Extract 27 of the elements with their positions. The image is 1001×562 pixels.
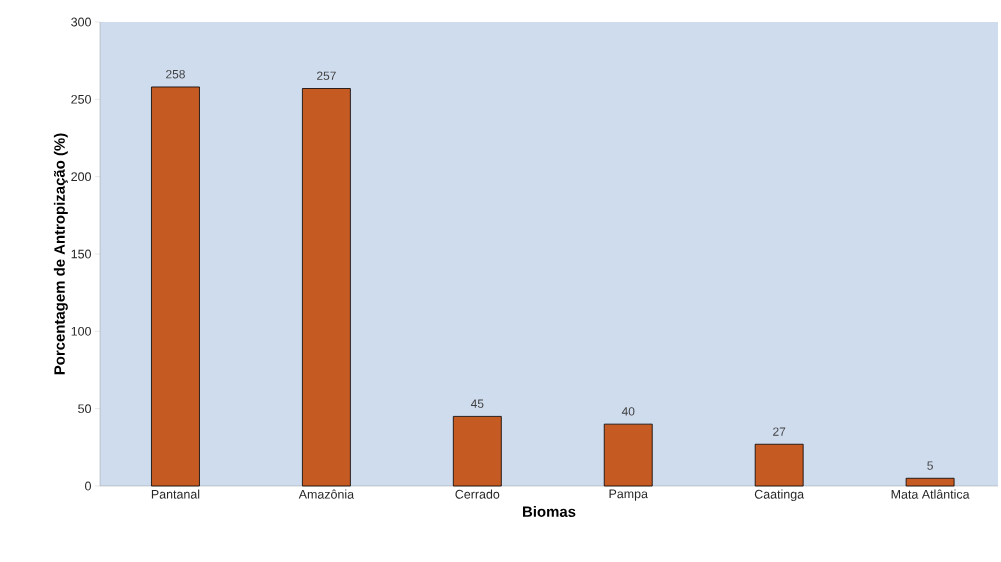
bar — [754, 443, 804, 487]
y-tick-label: 150 — [71, 249, 91, 259]
data-label: 5 — [927, 461, 933, 470]
bar — [452, 416, 502, 487]
y-tick-label: 300 — [71, 17, 91, 27]
x-axis-title: Biomas — [523, 505, 576, 517]
x-tick-label: Cerrado — [455, 489, 500, 499]
x-tick-label: Pantanal — [151, 489, 200, 499]
data-label: 45 — [470, 399, 484, 408]
data-label: 257 — [317, 71, 336, 80]
y-tick-label: 0 — [85, 481, 91, 491]
y-tick-label: 100 — [71, 326, 91, 336]
bar — [905, 477, 955, 487]
x-tick-label: Amazônia — [298, 489, 355, 499]
x-tick-label: Mata Atlântica — [891, 489, 970, 499]
x-tick-label: Pampa — [609, 489, 648, 501]
data-label: 258 — [166, 69, 185, 79]
data-label: 40 — [621, 407, 635, 416]
bar — [603, 423, 653, 487]
bar — [301, 88, 351, 487]
x-tick-label: Caatinga — [754, 489, 805, 502]
y-axis-title: Porcentagem de Antropização (%) — [53, 133, 68, 375]
y-tick-label: 250 — [71, 94, 91, 104]
data-label: 27 — [773, 427, 786, 436]
bar — [151, 86, 200, 487]
y-tick-label: 200 — [71, 172, 91, 182]
y-tick-label: 50 — [78, 404, 91, 414]
